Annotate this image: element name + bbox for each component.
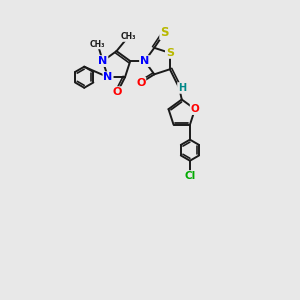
Text: S: S <box>160 26 169 39</box>
Text: CH₃: CH₃ <box>90 40 105 49</box>
Text: N: N <box>103 72 112 82</box>
Text: CH₃: CH₃ <box>121 32 136 41</box>
Text: Cl: Cl <box>184 171 196 181</box>
Text: H: H <box>178 83 186 93</box>
Text: N: N <box>98 56 107 66</box>
Text: O: O <box>136 78 146 88</box>
Text: O: O <box>113 87 122 97</box>
Text: N: N <box>140 56 149 66</box>
Text: O: O <box>190 104 200 114</box>
Text: S: S <box>166 48 174 58</box>
